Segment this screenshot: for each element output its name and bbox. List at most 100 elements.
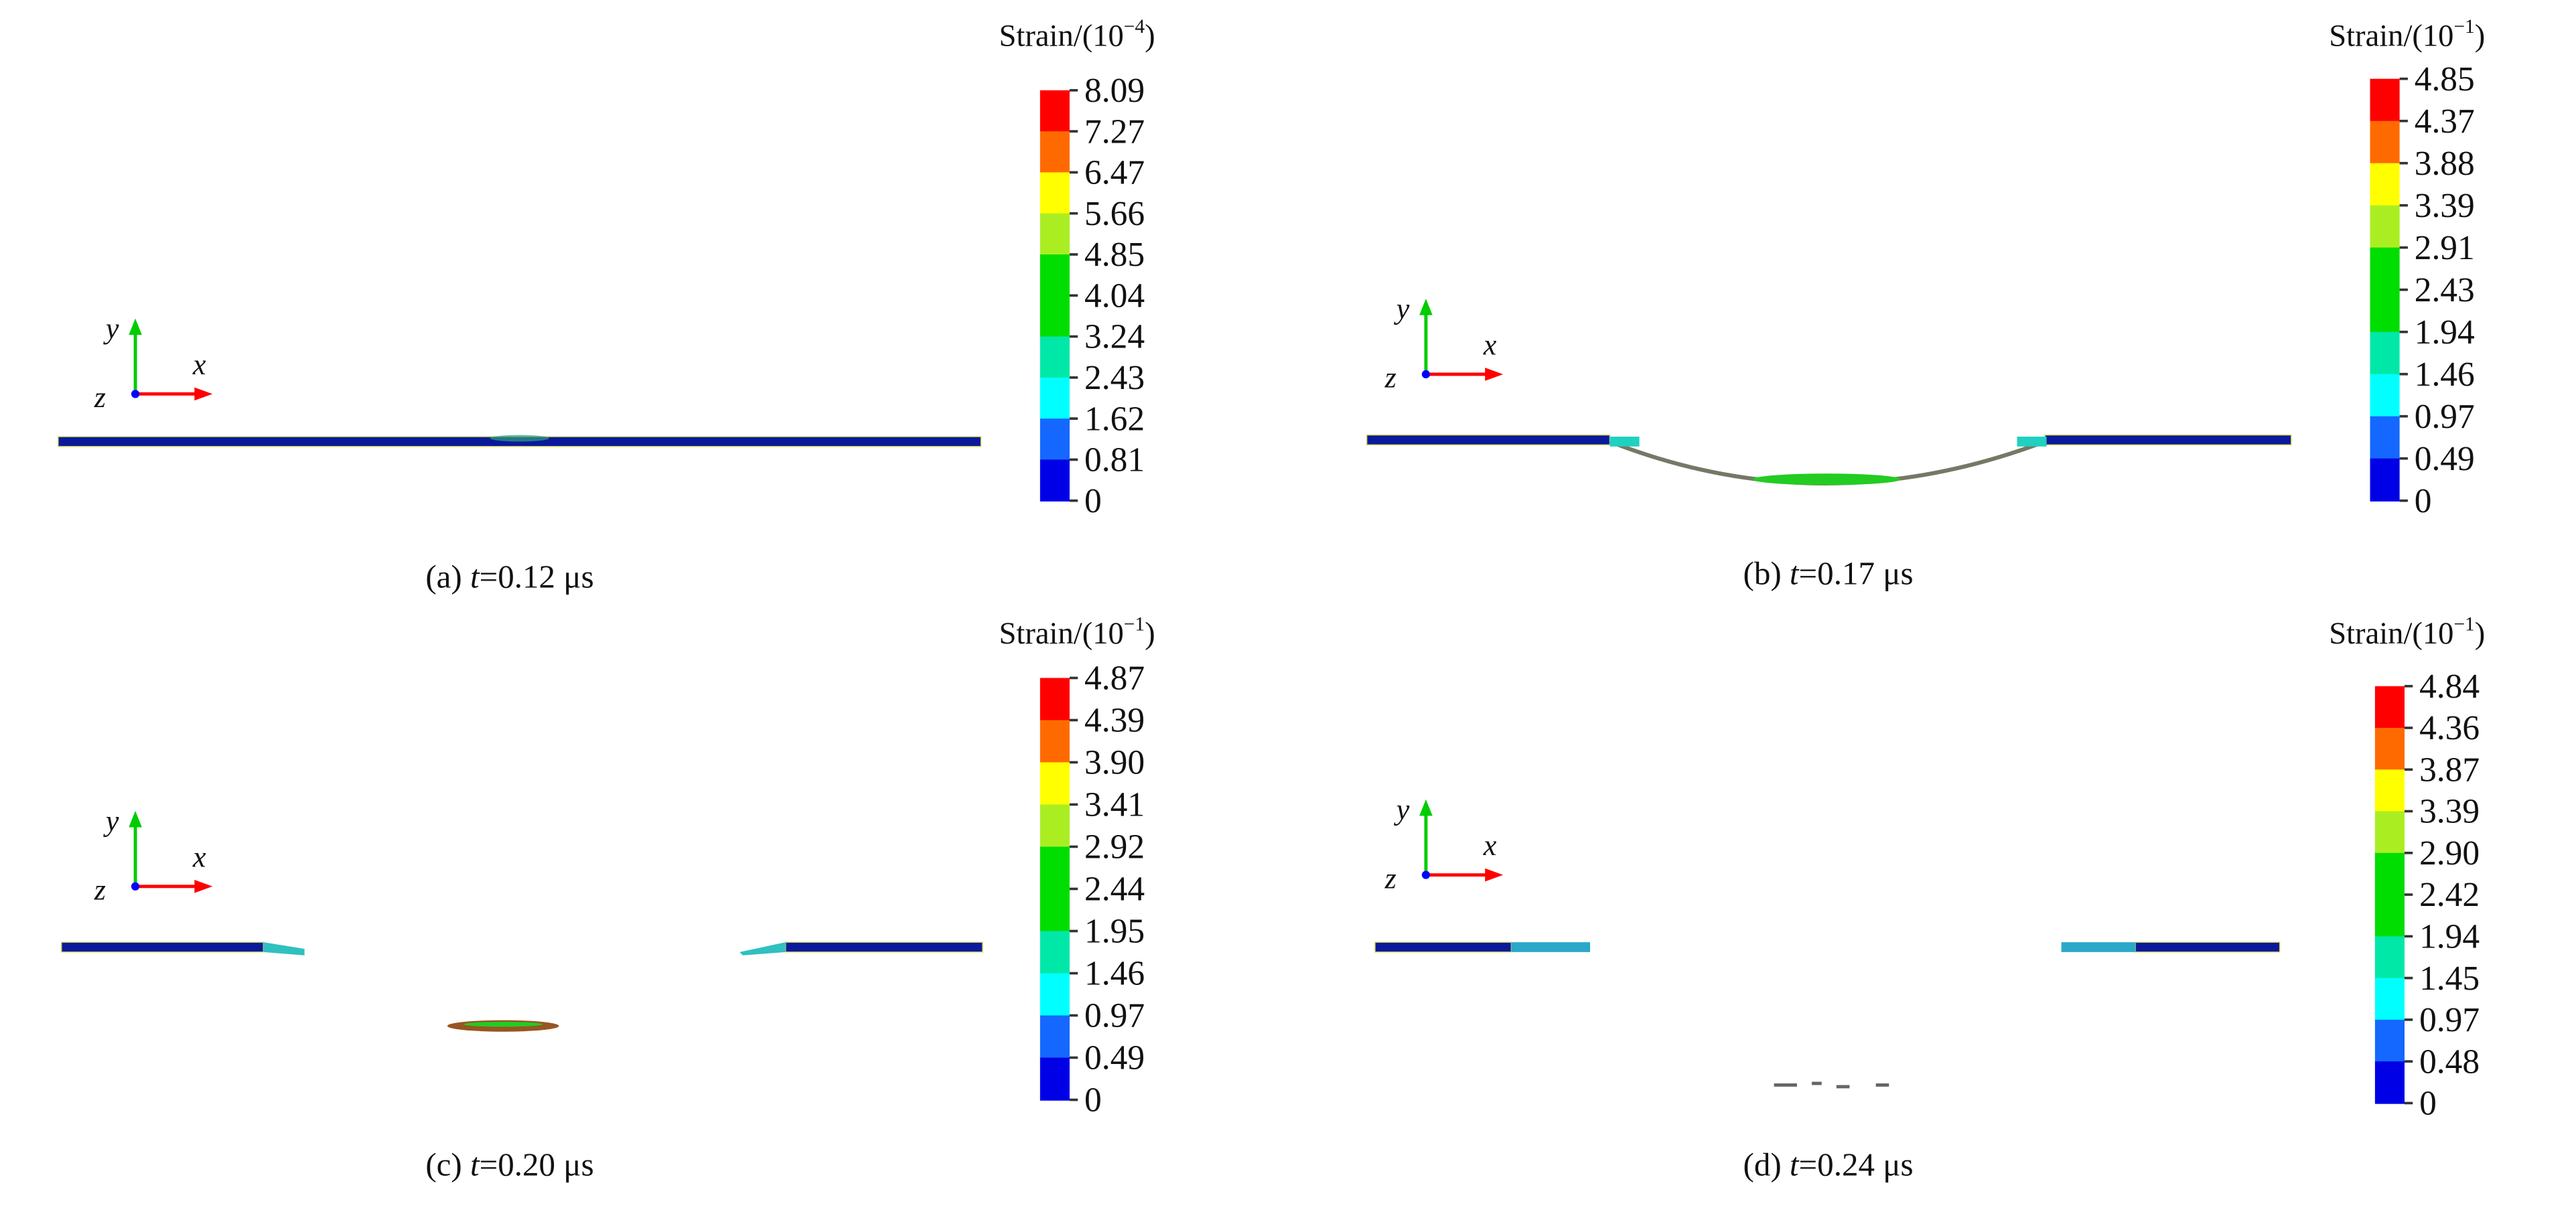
colorbar-tick-label: 1.46 [1084, 955, 1145, 993]
colorbar-tick-label: 2.44 [1084, 870, 1145, 909]
colorbar-band [2374, 811, 2405, 854]
z-axis-label: z [1384, 862, 1397, 895]
colorbar-tick-label: 3.87 [2419, 751, 2480, 789]
colorbar-title-exponent: −1 [2453, 613, 2474, 635]
torn-edge-left [1511, 942, 1591, 952]
colorbar-tick-label: 0.49 [2415, 440, 2475, 478]
plate-left [1366, 434, 1611, 446]
colorbar-tick-label: 3.88 [2415, 145, 2475, 183]
colorbar-tick-label: 0.97 [2419, 1001, 2480, 1039]
colorbar-title-exponent: −1 [2453, 16, 2474, 37]
colorbar-title: Strain/(10−1) [2329, 613, 2485, 651]
colorbar-band [1040, 377, 1070, 420]
colorbar-band [1040, 172, 1070, 214]
plug-strain [463, 1022, 543, 1027]
panel-caption: (d) t=0.24 μs [1743, 1146, 1913, 1183]
colorbar-band [1040, 678, 1070, 721]
colorbar-title-prefix: Strain/(10 [999, 617, 1124, 651]
colorbar-tick-label: 0 [1084, 1081, 1102, 1120]
colorbar-tick-label: 1.94 [2419, 917, 2480, 956]
debris-fragment [1875, 1083, 1889, 1087]
colorbar-band [1040, 459, 1070, 502]
strain-spot [490, 435, 549, 442]
colorbar-tick-label: 1.95 [1084, 913, 1145, 951]
colorbar: 8.097.276.475.664.854.043.242.431.620.81… [1040, 72, 1145, 520]
colorbar-tick-label: 4.39 [1084, 702, 1145, 740]
z-axis-label: z [1384, 362, 1397, 394]
colorbar-tick-label: 0 [1084, 482, 1102, 520]
colorbar-tick-label: 0.97 [2415, 398, 2475, 436]
plate-right [2044, 434, 2292, 446]
colorbar-tick-label: 4.04 [1084, 277, 1145, 315]
colorbar-title: Strain/(10−4) [999, 16, 1155, 54]
colorbar-title-prefix: Strain/(10 [2329, 617, 2453, 651]
colorbar-tick-label: 0 [2415, 482, 2432, 520]
torn-edge-right [2061, 942, 2135, 952]
z-axis-label: z [94, 381, 106, 414]
colorbar-tick-label: 7.27 [1084, 112, 1145, 151]
colorbar-tick-label: 4.87 [1084, 660, 1145, 698]
colorbar-band [1040, 720, 1070, 763]
colorbar-tick-label: 3.24 [1084, 318, 1145, 356]
y-axis-label: y [103, 312, 119, 345]
colorbar-tick-label: 1.46 [2415, 356, 2475, 394]
colorbar-band [1040, 804, 1070, 848]
x-arrowhead [194, 879, 213, 893]
colorbar-tick-label: 6.47 [1084, 154, 1145, 192]
colorbar-band [1040, 336, 1070, 379]
colorbar-tick-label: 2.91 [2415, 229, 2475, 267]
colorbar-band [2370, 374, 2400, 417]
colorbar-tick-label: 0 [2419, 1085, 2437, 1123]
panel-a: Strain/(10−4) 8.097.276.475.664.854.043.2… [58, 16, 1155, 595]
colorbar-tick-label: 8.09 [1084, 72, 1145, 110]
z-axis-dot [131, 390, 140, 398]
colorbar-band [2370, 458, 2400, 502]
colorbar-tick-label: 2.92 [1084, 828, 1145, 866]
caption-variable: t [1790, 555, 1800, 592]
panel-b: Strain/(10−1)4.854.373.883.392.912.431.9… [1366, 16, 2485, 592]
z-axis-dot [131, 882, 140, 891]
colorbar-band [2374, 769, 2405, 812]
colorbar-tick-label: 4.36 [2419, 709, 2480, 747]
axis-triad: y x z [94, 312, 213, 414]
hinge-right [2017, 437, 2047, 447]
colorbar-tick-label: 1.45 [2419, 960, 2480, 998]
colorbar-title-exponent: −4 [1124, 16, 1145, 37]
colorbar-tick-label: 4.37 [2415, 102, 2475, 141]
colorbar-band [2370, 163, 2400, 206]
plate-right [785, 941, 983, 953]
colorbar-tick-label: 3.90 [1084, 744, 1145, 782]
colorbar-title-suffix: ) [1145, 19, 1155, 54]
colorbar-band [2370, 289, 2400, 333]
colorbar-band [1040, 889, 1070, 932]
colorbar-title-exponent: −1 [1124, 613, 1145, 635]
caption-value: =0.20 μs [480, 1146, 594, 1183]
colorbar-band [1040, 254, 1070, 297]
colorbar-tick-label: 2.43 [1084, 359, 1145, 397]
axis-triad: y x z [94, 804, 213, 906]
colorbar: 4.844.36 3.87 3.392.90 2.421.94 1.450.97 0.48… [2374, 668, 2480, 1123]
caption-letter: (c) [425, 1146, 461, 1183]
colorbar-tick-label: 2.43 [2415, 271, 2475, 309]
colorbar-tick-label: 3.41 [1084, 786, 1145, 824]
colorbar-title: Strain/(10−1) [999, 613, 1155, 651]
debris-fragment [1836, 1085, 1850, 1089]
x-axis-label: x [1483, 329, 1497, 362]
caption-letter: (a) [425, 558, 461, 595]
x-axis-label: x [192, 840, 206, 873]
colorbar: 4.85 4.37 3.88 3.39 2.91 2.43 1.94 1.46 0.97 0.49… [2370, 60, 2475, 520]
plate-right [2135, 941, 2281, 953]
colorbar-tick-label: 0.97 [1084, 997, 1145, 1035]
caption-variable: t [470, 1146, 480, 1183]
colorbar-band [2374, 686, 2405, 729]
colorbar-band [1040, 1057, 1070, 1101]
x-arrowhead [194, 387, 213, 401]
colorbar-tick-label: 1.94 [2415, 313, 2475, 352]
colorbar-title-prefix: Strain/(10 [2329, 19, 2453, 54]
colorbar-tick-label: 0.48 [2419, 1043, 2480, 1081]
colorbar-band [1040, 295, 1070, 337]
hinge-left [1609, 437, 1640, 447]
colorbar-band [2370, 331, 2400, 375]
colorbar-band [2374, 895, 2405, 937]
y-arrowhead [129, 811, 142, 828]
